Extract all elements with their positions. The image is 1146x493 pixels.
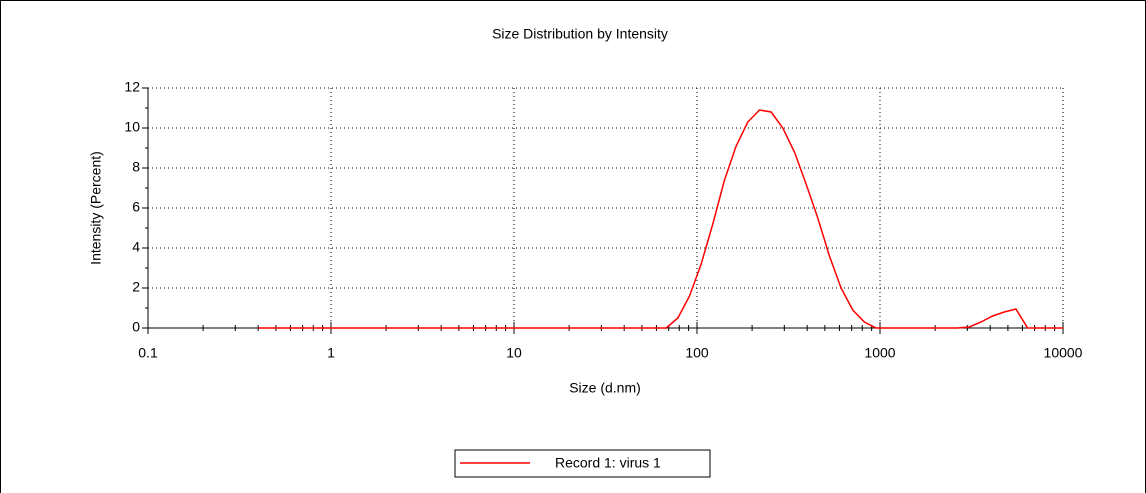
legend-label: Record 1: virus 1	[555, 455, 661, 471]
data-line	[258, 109, 1063, 329]
x-axis-label: Size (d.nm)	[569, 380, 641, 396]
y-tick-label: 10	[124, 119, 140, 135]
y-tick-label: 12	[124, 79, 140, 95]
x-tick-label: 10	[506, 345, 522, 361]
y-tick-label: 8	[132, 159, 140, 175]
y-tick-label: 4	[132, 239, 140, 255]
x-tick-label: 0.1	[138, 345, 158, 361]
x-tick-label: 10000	[1044, 345, 1083, 361]
x-tick-label: 100	[685, 345, 709, 361]
y-tick-label: 6	[132, 199, 140, 215]
x-tick-label: 1000	[864, 345, 895, 361]
y-tick-label: 2	[132, 279, 140, 295]
chart-title: Size Distribution by Intensity	[492, 26, 668, 42]
x-tick-label: 1	[327, 345, 335, 361]
y-axis-label: Intensity (Percent)	[88, 151, 104, 265]
y-tick-label: 0	[132, 319, 140, 335]
